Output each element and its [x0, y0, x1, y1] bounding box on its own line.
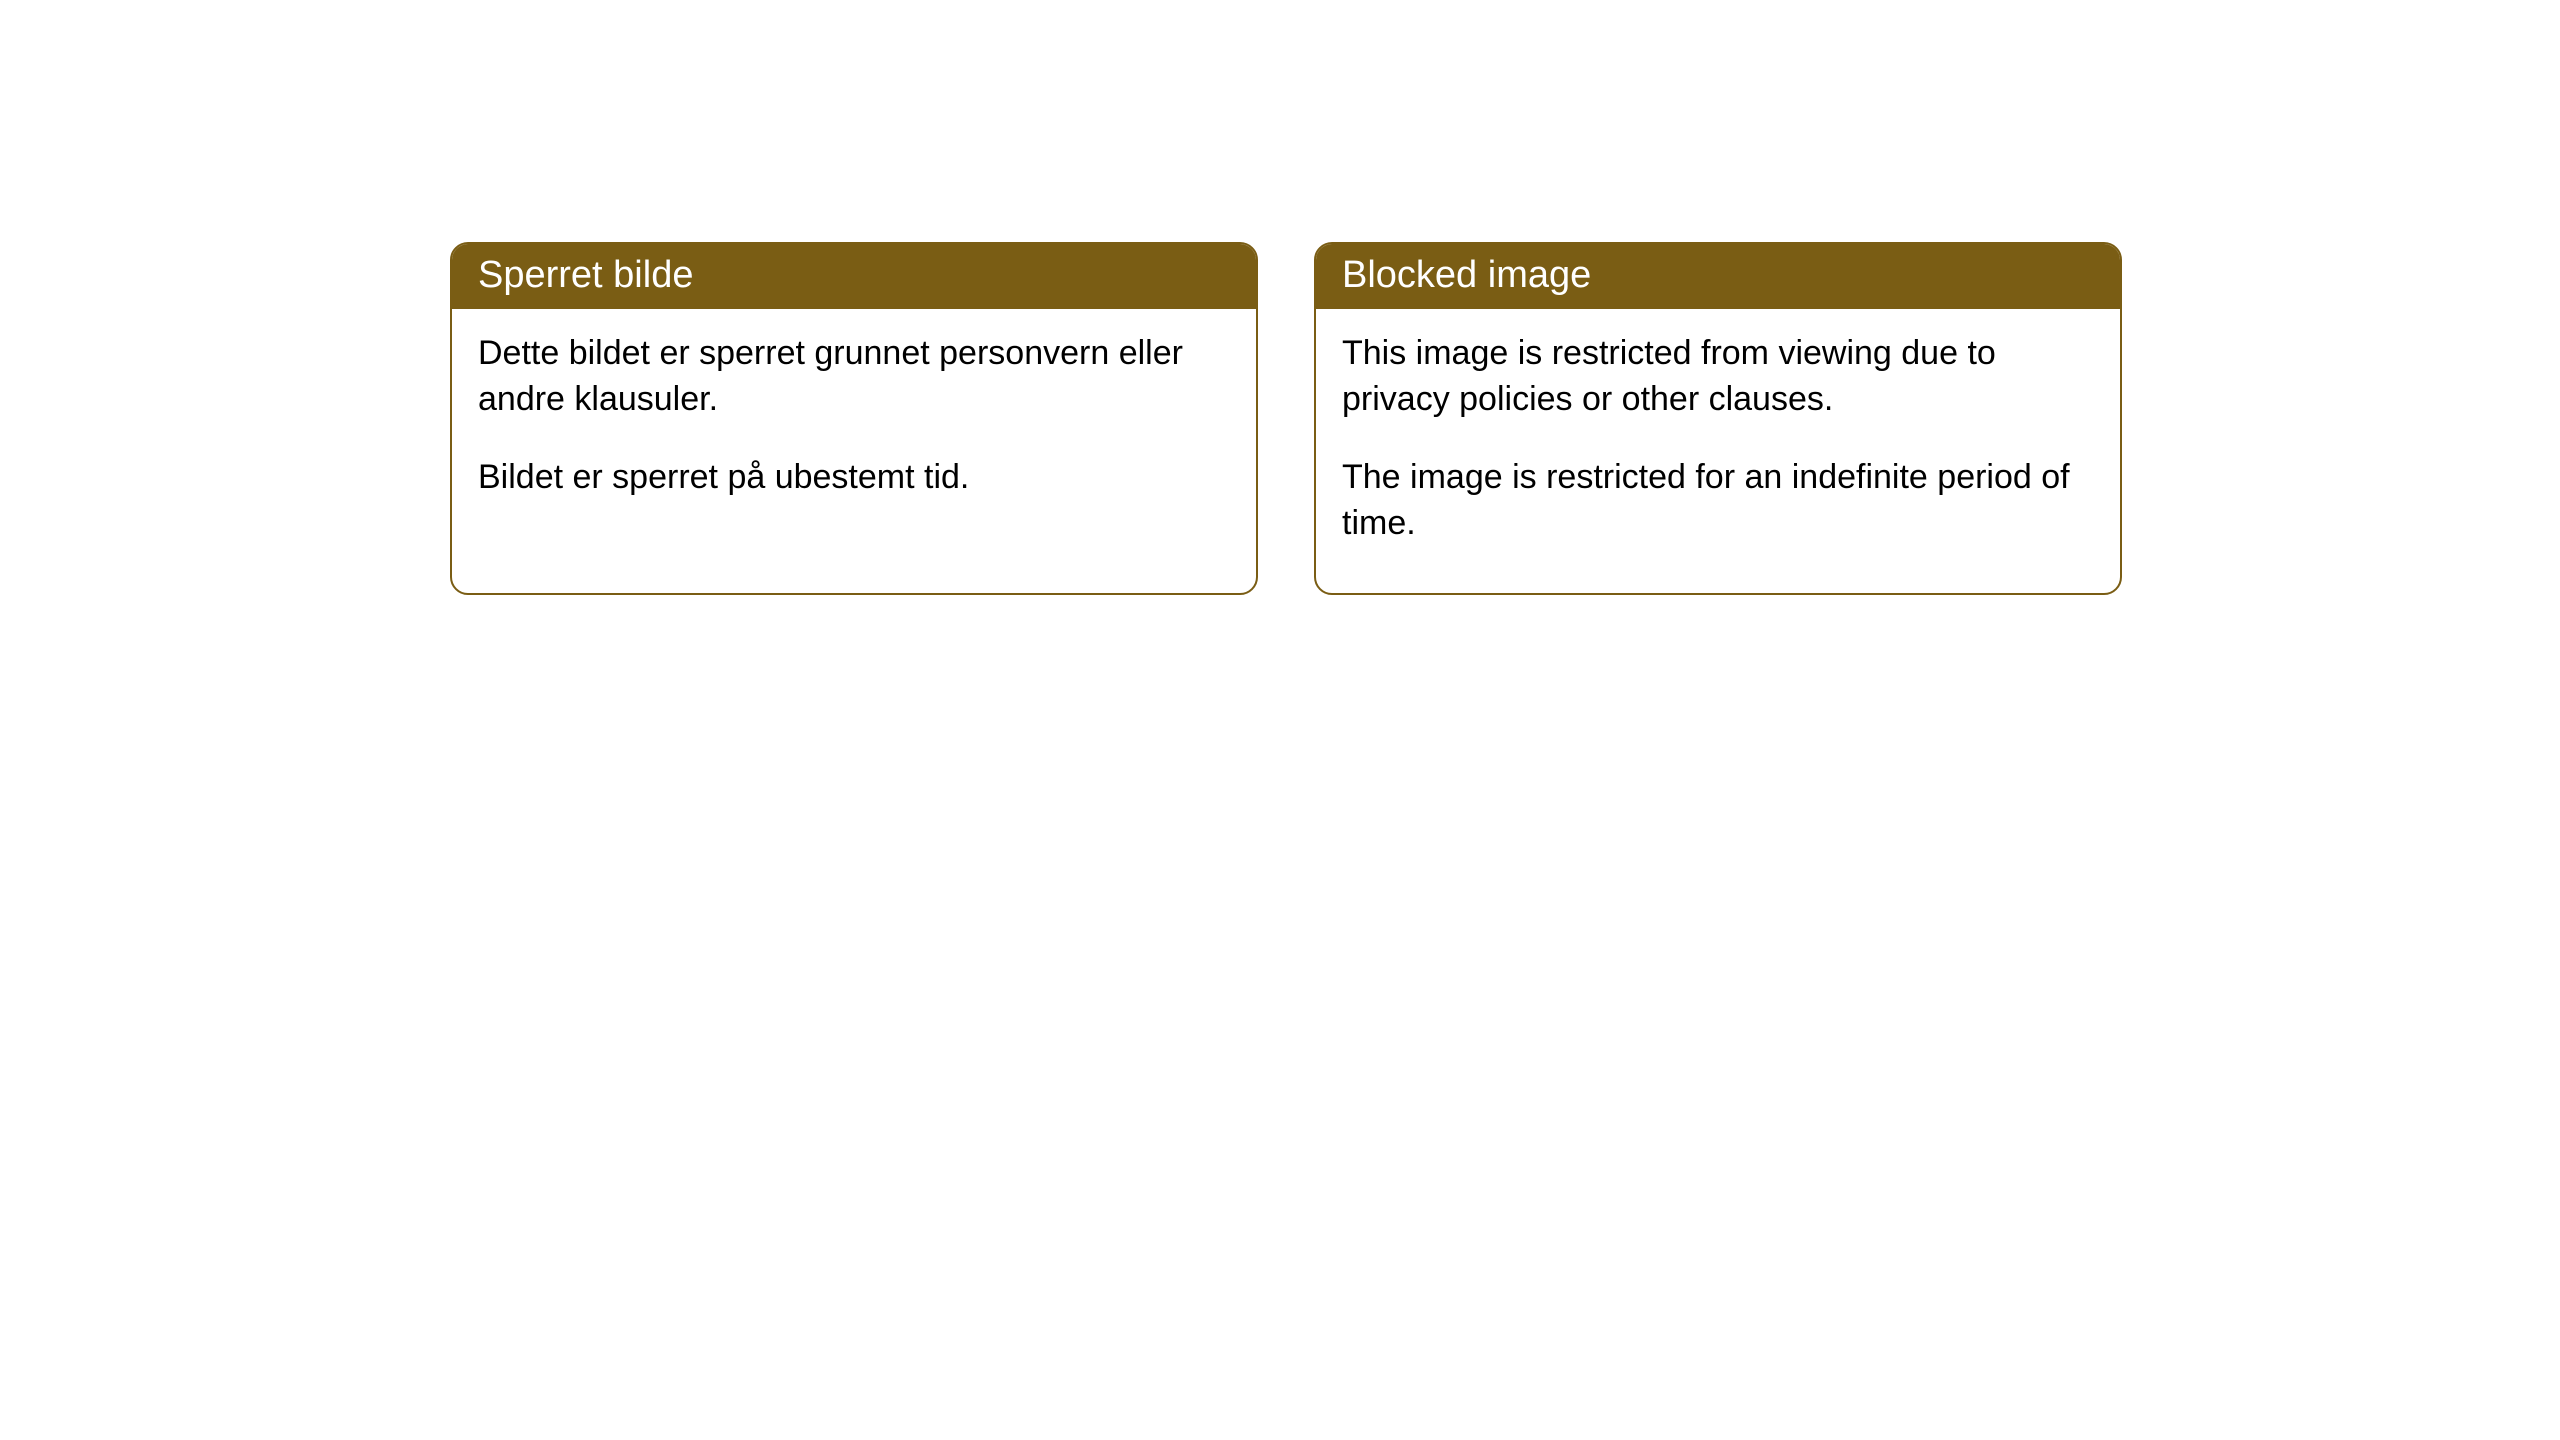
blocked-image-card-norwegian: Sperret bilde Dette bildet er sperret gr… [450, 242, 1258, 595]
blocked-image-card-english: Blocked image This image is restricted f… [1314, 242, 2122, 595]
card-paragraph: Bildet er sperret på ubestemt tid. [478, 455, 1230, 501]
card-paragraph: This image is restricted from viewing du… [1342, 331, 2094, 423]
card-paragraph: Dette bildet er sperret grunnet personve… [478, 331, 1230, 423]
card-header: Sperret bilde [452, 244, 1256, 309]
card-body: Dette bildet er sperret grunnet personve… [452, 309, 1256, 547]
card-header: Blocked image [1316, 244, 2120, 309]
notice-container: Sperret bilde Dette bildet er sperret gr… [0, 0, 2560, 595]
card-body: This image is restricted from viewing du… [1316, 309, 2120, 593]
card-paragraph: The image is restricted for an indefinit… [1342, 455, 2094, 547]
